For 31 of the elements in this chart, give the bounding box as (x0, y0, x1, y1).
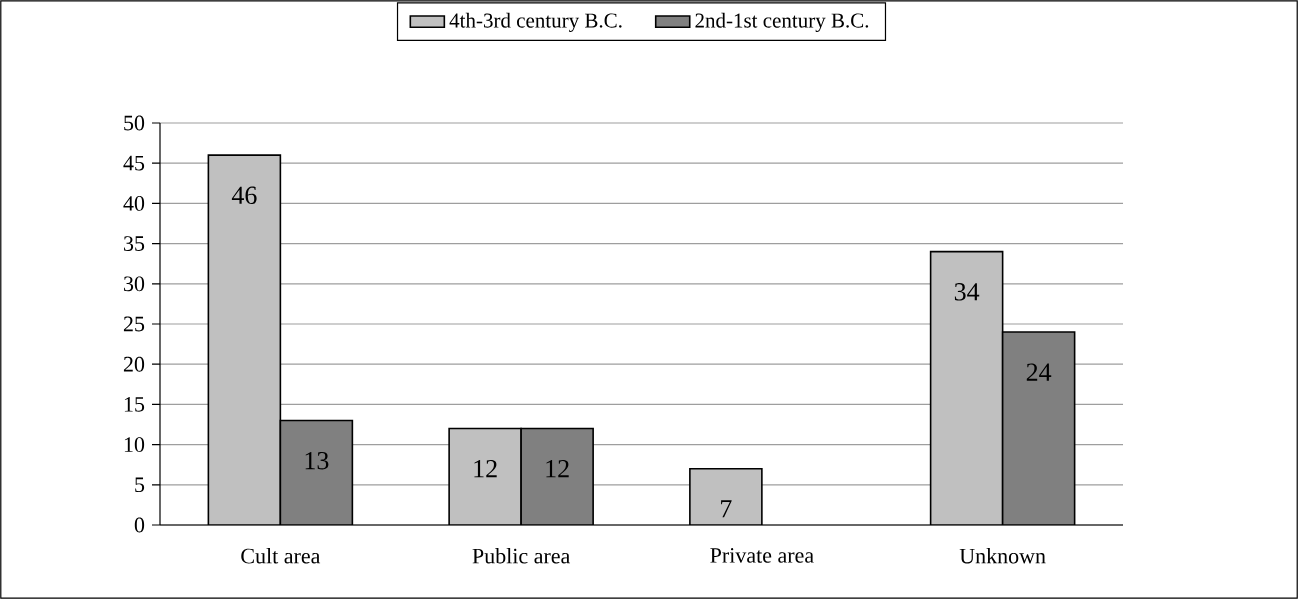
data-label: 7 (721, 500, 732, 518)
y-tick-label: 45 (123, 155, 145, 171)
y-tick-label: 25 (123, 316, 145, 332)
y-tick-label: 35 (124, 236, 145, 251)
legend-label: 4th-3rd century B.C. (449, 12, 622, 32)
x-tick-label: Public area (472, 548, 571, 564)
y-tick-label: 40 (123, 195, 145, 211)
legend-label: 2nd-1st century B.C. (695, 12, 869, 32)
y-tick-label: 10 (124, 437, 145, 453)
x-tick-label: Cult area (241, 548, 321, 564)
data-label: 46 (231, 186, 257, 205)
bar (279, 419, 354, 525)
bar (689, 467, 763, 525)
bar (448, 427, 522, 525)
y-tick-label: 50 (124, 115, 145, 131)
data-label: 34 (954, 283, 980, 301)
data-label: 12 (474, 459, 497, 478)
bar (520, 427, 594, 525)
bar (1001, 331, 1076, 525)
y-tick-label: 0 (134, 517, 145, 533)
y-tick-label: 15 (124, 397, 145, 412)
x-tick-label: Private area (710, 548, 814, 563)
bar (207, 154, 282, 525)
data-label: 12 (546, 459, 569, 478)
y-tick-label: 5 (135, 477, 145, 493)
y-tick-label: 30 (124, 276, 145, 292)
x-tick-label: Unknown (959, 548, 1046, 564)
data-label: 13 (305, 451, 329, 470)
data-label: 24 (1026, 363, 1052, 381)
bar (929, 250, 1004, 525)
y-tick-label: 20 (123, 356, 145, 372)
